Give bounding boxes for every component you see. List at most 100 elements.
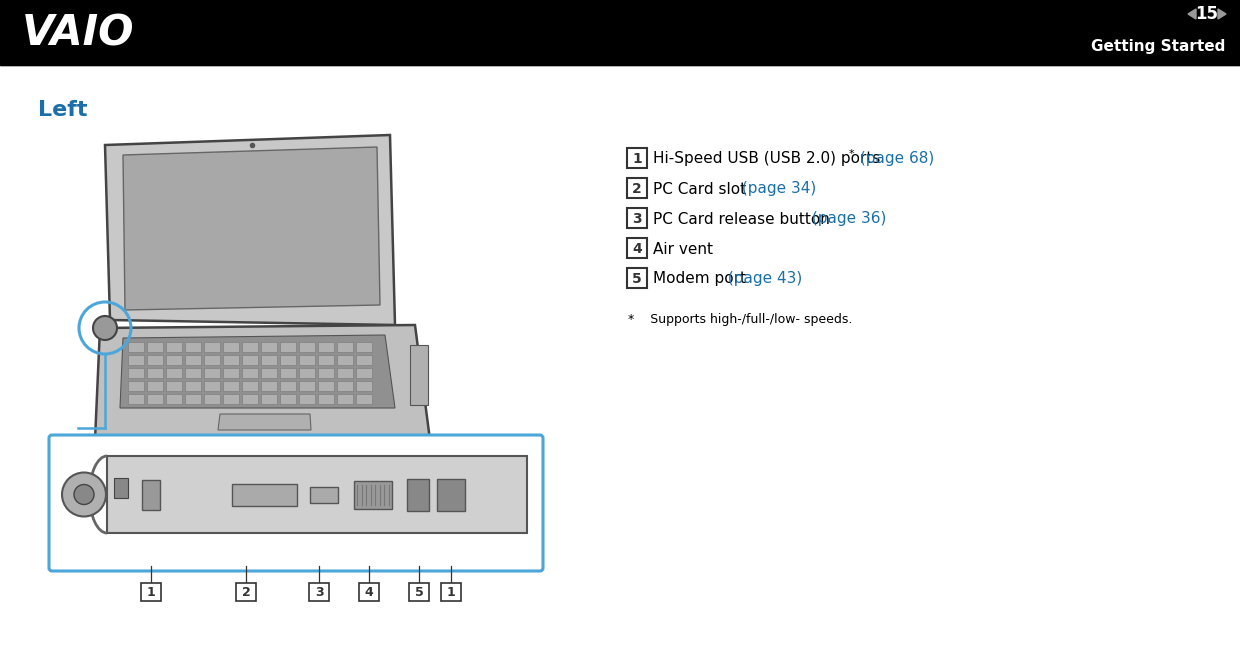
Text: 5: 5	[632, 272, 642, 286]
Polygon shape	[105, 135, 396, 325]
FancyBboxPatch shape	[627, 208, 647, 228]
Bar	[148, 355, 162, 365]
Bar	[185, 394, 201, 404]
Bar	[337, 355, 353, 365]
Bar	[107, 456, 527, 533]
Circle shape	[62, 472, 105, 516]
Bar	[166, 355, 182, 365]
Bar	[223, 394, 239, 404]
Bar	[299, 355, 315, 365]
Text: 1: 1	[632, 152, 642, 166]
Circle shape	[93, 316, 117, 340]
Text: Hi-Speed USB (USB 2.0) ports: Hi-Speed USB (USB 2.0) ports	[653, 151, 880, 166]
Bar	[128, 342, 144, 352]
Bar	[205, 381, 219, 391]
Bar	[299, 342, 315, 352]
Bar	[242, 368, 258, 378]
Bar	[242, 381, 258, 391]
Bar	[260, 394, 277, 404]
Bar	[232, 483, 298, 505]
Bar	[185, 355, 201, 365]
FancyBboxPatch shape	[627, 238, 647, 258]
Text: Modem port: Modem port	[653, 272, 746, 287]
Bar	[205, 342, 219, 352]
Bar	[337, 368, 353, 378]
Bar	[148, 394, 162, 404]
Bar	[148, 381, 162, 391]
Bar	[410, 345, 428, 405]
Polygon shape	[120, 335, 396, 408]
Bar	[205, 394, 219, 404]
Bar	[356, 342, 372, 352]
Bar	[185, 381, 201, 391]
FancyBboxPatch shape	[141, 583, 161, 601]
Circle shape	[74, 485, 94, 505]
Text: 2: 2	[242, 586, 250, 598]
FancyBboxPatch shape	[409, 583, 429, 601]
Bar	[166, 342, 182, 352]
Text: *    Supports high-/full-/low- speeds.: * Supports high-/full-/low- speeds.	[627, 313, 852, 326]
Bar	[95, 438, 430, 446]
Bar	[280, 381, 296, 391]
Bar	[407, 479, 429, 510]
Bar	[223, 355, 239, 365]
Bar	[356, 381, 372, 391]
Bar	[143, 479, 160, 509]
Bar	[356, 368, 372, 378]
Bar	[205, 355, 219, 365]
Bar	[310, 487, 339, 503]
FancyBboxPatch shape	[627, 178, 647, 198]
Bar	[299, 394, 315, 404]
Text: 5: 5	[414, 586, 423, 598]
Bar	[260, 368, 277, 378]
Polygon shape	[95, 325, 430, 440]
Bar	[337, 394, 353, 404]
Bar	[148, 342, 162, 352]
Text: VAIO: VAIO	[22, 12, 134, 54]
Text: 3: 3	[315, 586, 324, 598]
Bar	[317, 368, 334, 378]
Bar	[280, 342, 296, 352]
FancyBboxPatch shape	[627, 148, 647, 168]
FancyBboxPatch shape	[236, 583, 255, 601]
Polygon shape	[218, 414, 311, 430]
Text: 1: 1	[146, 586, 155, 598]
Bar	[280, 394, 296, 404]
Text: 3: 3	[632, 212, 642, 226]
Bar	[128, 368, 144, 378]
FancyBboxPatch shape	[627, 268, 647, 288]
Bar	[353, 481, 392, 509]
FancyBboxPatch shape	[441, 583, 461, 601]
Bar	[317, 355, 334, 365]
Bar	[436, 479, 465, 510]
Bar	[128, 355, 144, 365]
Text: (page 36): (page 36)	[807, 212, 887, 226]
Bar	[166, 381, 182, 391]
Bar	[260, 355, 277, 365]
Polygon shape	[1218, 9, 1226, 19]
Bar	[242, 394, 258, 404]
Bar	[114, 478, 128, 498]
Polygon shape	[123, 147, 379, 310]
Bar	[317, 342, 334, 352]
Text: 2: 2	[632, 182, 642, 196]
Bar	[356, 355, 372, 365]
Bar	[0, 0, 1240, 65]
Bar	[166, 368, 182, 378]
Bar	[280, 355, 296, 365]
Bar	[337, 342, 353, 352]
Bar	[128, 394, 144, 404]
Text: PC Card release button: PC Card release button	[653, 212, 830, 226]
Bar	[356, 394, 372, 404]
Bar	[299, 381, 315, 391]
FancyBboxPatch shape	[309, 583, 329, 601]
Bar	[242, 342, 258, 352]
Bar	[260, 381, 277, 391]
Text: Air vent: Air vent	[653, 241, 713, 256]
Bar	[260, 342, 277, 352]
Text: (page 43): (page 43)	[723, 272, 802, 287]
Bar	[205, 368, 219, 378]
Bar	[223, 342, 239, 352]
Bar	[317, 394, 334, 404]
Bar	[148, 368, 162, 378]
